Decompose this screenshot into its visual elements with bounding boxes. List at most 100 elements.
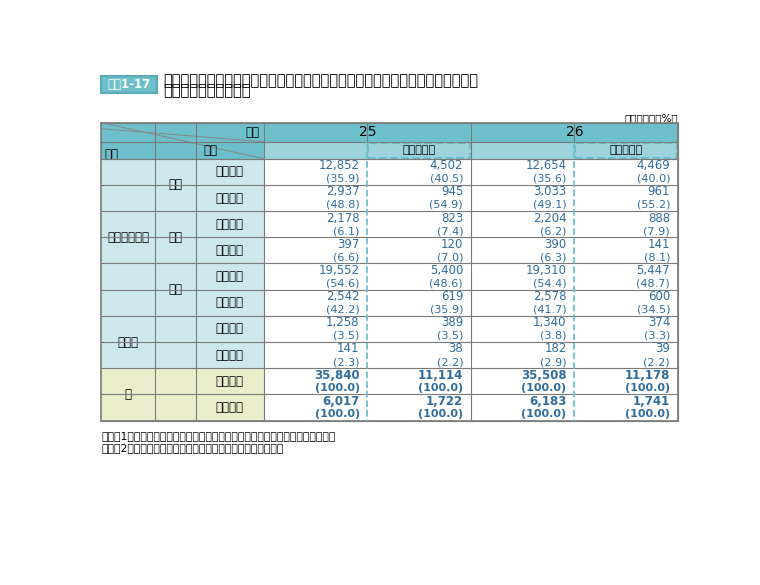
Text: 公立: 公立 — [169, 231, 182, 244]
Text: (3.5): (3.5) — [437, 331, 463, 341]
Bar — [196, 211, 264, 238]
Text: (54.9): (54.9) — [429, 200, 463, 210]
Text: (3.8): (3.8) — [540, 331, 567, 341]
Text: (35.9): (35.9) — [429, 305, 463, 315]
Text: 39: 39 — [655, 342, 670, 356]
Text: うち女性数: うち女性数 — [403, 145, 435, 155]
Text: 申込者数: 申込者数 — [216, 218, 244, 230]
Bar — [575, 143, 677, 158]
Text: 申込者数: 申込者数 — [216, 270, 244, 283]
Text: (7.4): (7.4) — [436, 226, 463, 236]
Text: 国立: 国立 — [169, 178, 182, 191]
Text: (100.0): (100.0) — [625, 383, 670, 393]
Text: (48.8): (48.8) — [326, 200, 359, 210]
Bar — [101, 123, 678, 421]
Bar — [196, 263, 264, 290]
Bar — [101, 342, 264, 368]
Bar — [264, 159, 678, 185]
Bar — [264, 368, 678, 394]
Bar — [264, 185, 678, 211]
Text: うち女性数: うち女性数 — [610, 145, 643, 155]
Bar — [575, 142, 678, 159]
Bar — [156, 316, 196, 368]
Text: （注）1　（　）内は、申込者総数又は合格者総数に対する割合（％）を示す。: （注）1 （ ）内は、申込者総数又は合格者総数に対する割合（％）を示す。 — [101, 431, 336, 441]
Bar — [368, 143, 470, 158]
Text: （単位：人、%）: （単位：人、%） — [624, 113, 678, 123]
Text: (100.0): (100.0) — [521, 383, 567, 393]
Bar — [264, 263, 678, 290]
Text: (8.1): (8.1) — [644, 252, 670, 262]
Bar — [101, 238, 264, 263]
Text: その他: その他 — [118, 336, 139, 349]
Text: (48.6): (48.6) — [429, 278, 463, 288]
Text: 別申込者数・合格者数: 別申込者数・合格者数 — [163, 82, 251, 98]
Text: 合格者数: 合格者数 — [216, 349, 244, 362]
Bar — [101, 185, 264, 211]
Bar — [101, 316, 264, 342]
Text: 3,033: 3,033 — [534, 185, 567, 198]
Text: 374: 374 — [648, 316, 670, 329]
Text: 2,542: 2,542 — [326, 290, 359, 303]
Bar — [196, 238, 264, 263]
Text: 学歴: 学歴 — [104, 147, 119, 161]
Text: 項目: 項目 — [204, 144, 217, 157]
Bar — [101, 159, 264, 185]
Bar — [101, 316, 156, 368]
Text: 合格者数: 合格者数 — [216, 244, 244, 257]
Text: (100.0): (100.0) — [315, 383, 359, 393]
Text: (42.2): (42.2) — [326, 305, 359, 315]
Bar — [264, 394, 678, 421]
Text: (40.5): (40.5) — [429, 174, 463, 184]
Text: 合格者数: 合格者数 — [216, 401, 244, 414]
Bar — [264, 316, 678, 342]
Text: (100.0): (100.0) — [418, 383, 463, 393]
Text: (100.0): (100.0) — [418, 410, 463, 419]
Text: 141: 141 — [648, 238, 670, 251]
Text: 1,340: 1,340 — [533, 316, 567, 329]
Text: 12,852: 12,852 — [318, 159, 359, 172]
Bar — [367, 142, 471, 159]
Bar — [196, 185, 264, 211]
Bar — [101, 159, 156, 316]
Bar — [101, 77, 157, 93]
Bar — [101, 368, 264, 394]
Text: 2　「その他」は、短大・高専、外国の大学等である。: 2 「その他」は、短大・高専、外国の大学等である。 — [101, 443, 283, 453]
Bar — [101, 394, 264, 421]
Text: 182: 182 — [544, 342, 567, 356]
Text: 年度: 年度 — [245, 126, 259, 139]
Text: 私立: 私立 — [169, 283, 182, 296]
Text: (48.7): (48.7) — [636, 278, 670, 288]
Text: 823: 823 — [441, 212, 463, 225]
Text: 5,447: 5,447 — [636, 264, 670, 277]
Text: (6.6): (6.6) — [334, 252, 359, 262]
Bar — [196, 290, 264, 316]
Text: 619: 619 — [441, 290, 463, 303]
Text: 申込者数: 申込者数 — [216, 375, 244, 388]
Text: (2.9): (2.9) — [540, 357, 567, 367]
Bar — [264, 238, 678, 263]
Text: 389: 389 — [441, 316, 463, 329]
Text: 合格者数: 合格者数 — [216, 296, 244, 309]
Text: (40.0): (40.0) — [637, 174, 670, 184]
Text: (55.2): (55.2) — [637, 200, 670, 210]
Text: (6.1): (6.1) — [334, 226, 359, 236]
Text: 19,552: 19,552 — [318, 264, 359, 277]
Text: (35.6): (35.6) — [534, 174, 567, 184]
Text: (34.5): (34.5) — [637, 305, 670, 315]
Text: (100.0): (100.0) — [315, 410, 359, 419]
Text: 2,937: 2,937 — [326, 185, 359, 198]
Bar — [196, 368, 264, 394]
Bar — [156, 159, 196, 211]
Bar — [471, 142, 575, 159]
Text: 390: 390 — [544, 238, 567, 251]
Bar — [156, 211, 196, 263]
Text: 2,578: 2,578 — [533, 290, 567, 303]
Text: 600: 600 — [648, 290, 670, 303]
Bar — [196, 316, 264, 342]
Text: 141: 141 — [337, 342, 359, 356]
Text: 国家公務員採用一般職（大卒程度試験）の国・公・私立別出身大学（含大学院）: 国家公務員採用一般職（大卒程度試験）の国・公・私立別出身大学（含大学院） — [163, 74, 478, 88]
Text: 5,400: 5,400 — [429, 264, 463, 277]
Text: 397: 397 — [337, 238, 359, 251]
Bar — [264, 290, 678, 316]
Bar — [101, 211, 264, 238]
